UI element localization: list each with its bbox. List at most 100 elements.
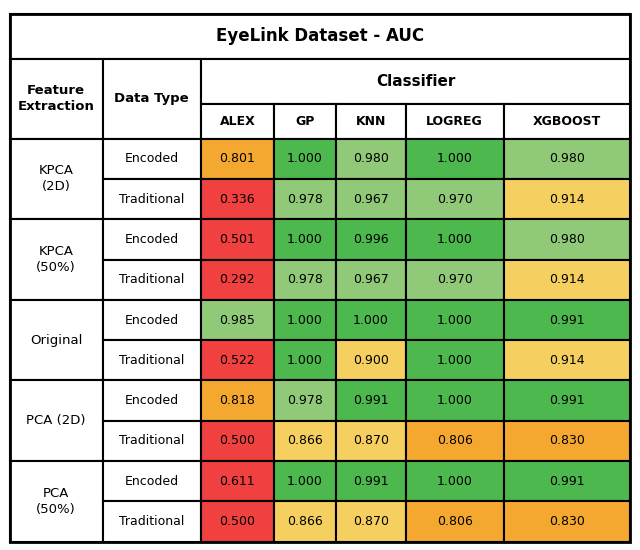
Bar xyxy=(504,461,630,502)
Bar xyxy=(274,421,336,461)
Bar xyxy=(336,104,406,139)
Bar xyxy=(201,381,274,421)
Bar xyxy=(504,340,630,381)
Bar xyxy=(406,421,504,461)
Text: 0.967: 0.967 xyxy=(353,192,388,206)
Bar xyxy=(336,219,406,260)
Bar xyxy=(102,421,201,461)
Bar xyxy=(336,381,406,421)
Text: Encoded: Encoded xyxy=(125,152,179,165)
Text: 0.991: 0.991 xyxy=(549,314,585,327)
Text: EyeLink Dataset - AUC: EyeLink Dataset - AUC xyxy=(216,28,424,45)
Bar xyxy=(504,179,630,219)
Bar xyxy=(406,502,504,542)
Text: 0.978: 0.978 xyxy=(287,394,323,407)
Bar xyxy=(201,260,274,300)
Text: 0.914: 0.914 xyxy=(549,192,585,206)
Text: ALEX: ALEX xyxy=(220,115,255,128)
Text: 0.818: 0.818 xyxy=(220,394,255,407)
Text: LOGREG: LOGREG xyxy=(426,115,483,128)
Text: Traditional: Traditional xyxy=(119,192,184,206)
Text: 0.830: 0.830 xyxy=(549,515,585,528)
Text: 0.806: 0.806 xyxy=(436,515,473,528)
Bar xyxy=(201,421,274,461)
Text: XGBOOST: XGBOOST xyxy=(533,115,601,128)
Text: 1.000: 1.000 xyxy=(353,314,389,327)
Bar xyxy=(201,461,274,502)
Bar xyxy=(336,139,406,179)
Text: 0.830: 0.830 xyxy=(549,434,585,448)
Bar xyxy=(274,179,336,219)
Bar xyxy=(10,219,102,300)
Text: 0.980: 0.980 xyxy=(549,233,585,246)
Bar xyxy=(504,300,630,340)
Bar xyxy=(102,300,201,340)
Bar xyxy=(201,340,274,381)
Bar xyxy=(504,139,630,179)
Text: 1.000: 1.000 xyxy=(436,354,473,367)
Text: Encoded: Encoded xyxy=(125,475,179,488)
Text: PCA (2D): PCA (2D) xyxy=(26,414,86,427)
Bar xyxy=(274,139,336,179)
Text: Data Type: Data Type xyxy=(115,92,189,105)
Text: 1.000: 1.000 xyxy=(436,152,473,165)
Bar xyxy=(336,260,406,300)
Text: 0.996: 0.996 xyxy=(353,233,388,246)
Text: 0.611: 0.611 xyxy=(220,475,255,488)
Bar xyxy=(406,219,504,260)
Text: 0.991: 0.991 xyxy=(353,394,388,407)
Bar xyxy=(201,59,630,104)
Bar xyxy=(201,502,274,542)
Text: 0.914: 0.914 xyxy=(549,354,585,367)
Bar xyxy=(102,139,201,179)
Bar xyxy=(406,139,504,179)
Text: Encoded: Encoded xyxy=(125,233,179,246)
Bar xyxy=(406,260,504,300)
Bar xyxy=(504,381,630,421)
Bar xyxy=(274,104,336,139)
Bar xyxy=(274,461,336,502)
Text: 0.980: 0.980 xyxy=(549,152,585,165)
Bar xyxy=(274,502,336,542)
Text: 1.000: 1.000 xyxy=(436,394,473,407)
Text: Traditional: Traditional xyxy=(119,515,184,528)
Bar xyxy=(504,219,630,260)
Text: Encoded: Encoded xyxy=(125,394,179,407)
Text: Classifier: Classifier xyxy=(376,74,455,89)
Text: Original: Original xyxy=(30,334,83,346)
Text: 0.991: 0.991 xyxy=(549,475,585,488)
Bar xyxy=(406,179,504,219)
Text: 0.500: 0.500 xyxy=(220,434,255,448)
Bar xyxy=(274,381,336,421)
Bar xyxy=(504,104,630,139)
Bar xyxy=(274,340,336,381)
Bar xyxy=(10,300,102,381)
Bar xyxy=(336,421,406,461)
Text: 0.970: 0.970 xyxy=(436,273,473,286)
Text: KPCA
(50%): KPCA (50%) xyxy=(36,245,76,274)
Bar xyxy=(274,219,336,260)
Bar xyxy=(504,260,630,300)
Text: 0.500: 0.500 xyxy=(220,515,255,528)
Text: 1.000: 1.000 xyxy=(287,233,323,246)
Bar xyxy=(336,300,406,340)
Bar xyxy=(274,300,336,340)
Bar xyxy=(10,14,630,59)
Text: 1.000: 1.000 xyxy=(287,314,323,327)
Text: 1.000: 1.000 xyxy=(287,152,323,165)
Text: 0.967: 0.967 xyxy=(353,273,388,286)
Bar xyxy=(102,381,201,421)
Text: 0.801: 0.801 xyxy=(220,152,255,165)
Text: 0.806: 0.806 xyxy=(436,434,473,448)
Bar xyxy=(201,139,274,179)
Bar xyxy=(102,219,201,260)
Bar xyxy=(336,179,406,219)
Text: 1.000: 1.000 xyxy=(287,354,323,367)
Bar xyxy=(406,300,504,340)
Bar xyxy=(406,381,504,421)
Bar xyxy=(102,179,201,219)
Text: 0.978: 0.978 xyxy=(287,273,323,286)
Text: 0.991: 0.991 xyxy=(549,394,585,407)
Text: 0.980: 0.980 xyxy=(353,152,389,165)
Bar xyxy=(201,104,274,139)
